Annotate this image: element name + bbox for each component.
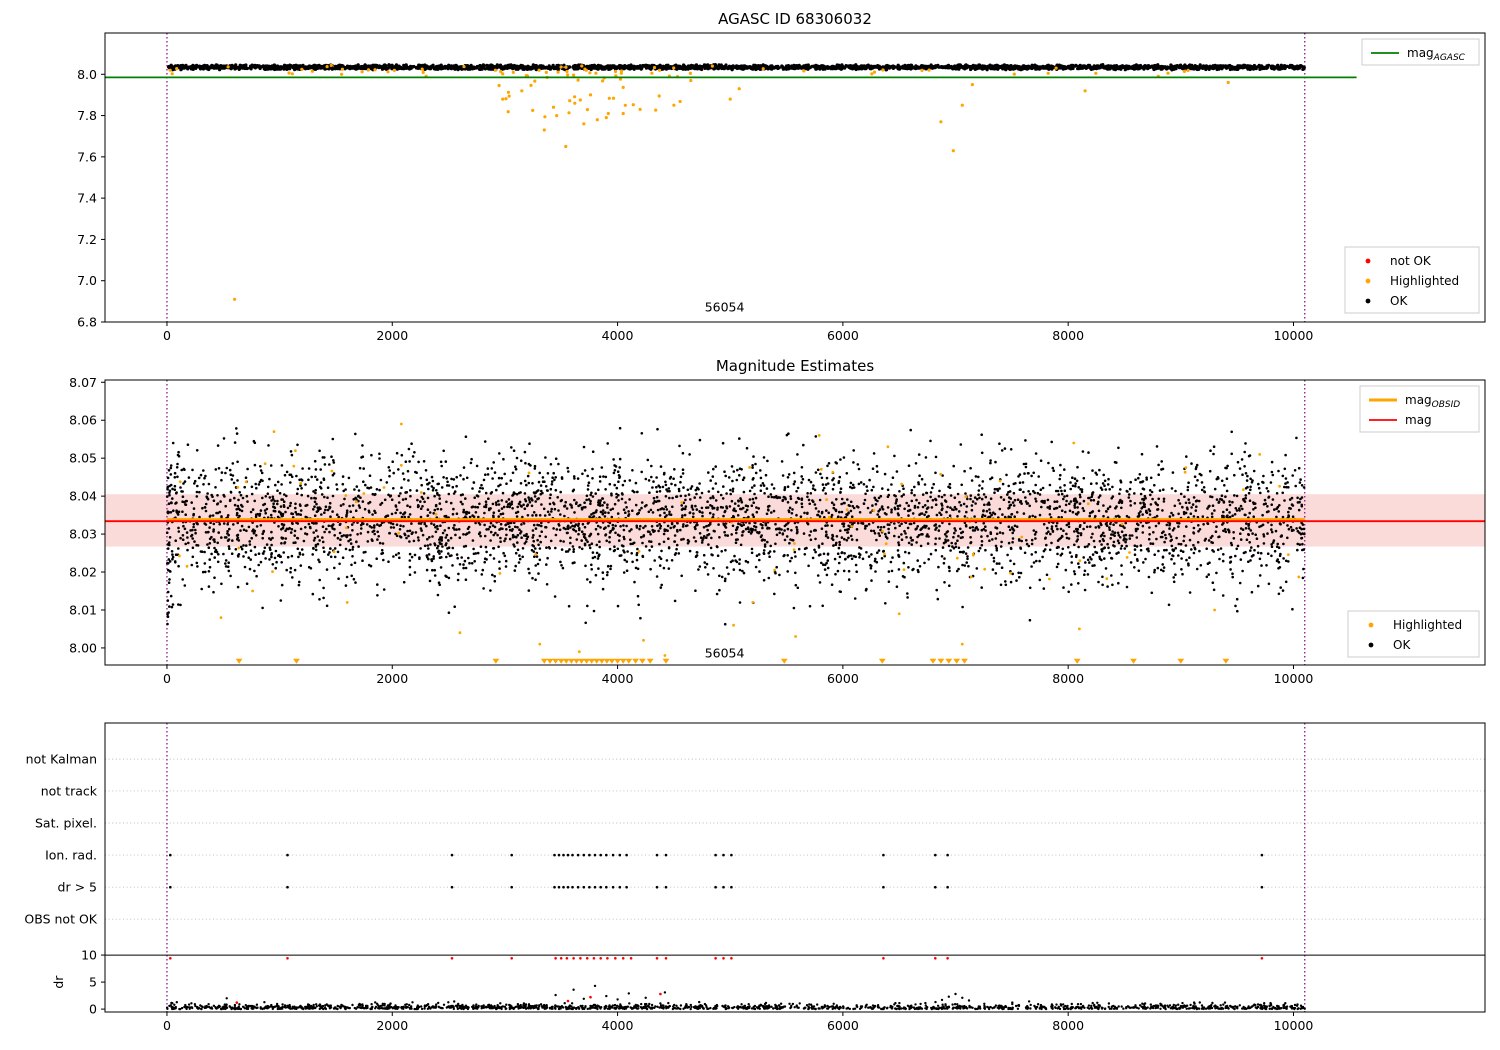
svg-text:8.02: 8.02	[69, 565, 97, 580]
svg-text:0: 0	[163, 328, 171, 343]
svg-text:8.04: 8.04	[69, 489, 97, 504]
svg-text:7.6: 7.6	[77, 149, 97, 164]
svg-text:Highlighted: Highlighted	[1393, 618, 1462, 632]
svg-text:OBS not OK: OBS not OK	[24, 912, 97, 927]
svg-text:OK: OK	[1393, 638, 1411, 652]
svg-text:56054: 56054	[705, 646, 745, 661]
svg-text:dr > 5: dr > 5	[58, 880, 97, 895]
svg-text:0: 0	[89, 1002, 97, 1017]
svg-text:10000: 10000	[1274, 328, 1314, 343]
svg-text:10: 10	[81, 948, 97, 963]
svg-text:8.0: 8.0	[77, 67, 97, 82]
svg-text:6000: 6000	[827, 1018, 859, 1033]
svg-text:0: 0	[163, 671, 171, 686]
svg-text:OK: OK	[1390, 294, 1408, 308]
svg-text:Highlighted: Highlighted	[1390, 274, 1459, 288]
svg-text:8.03: 8.03	[69, 527, 97, 542]
svg-text:4000: 4000	[602, 328, 634, 343]
svg-text:8.00: 8.00	[69, 640, 97, 655]
svg-text:5: 5	[89, 975, 97, 990]
svg-text:8000: 8000	[1052, 328, 1084, 343]
svg-text:8.01: 8.01	[69, 602, 97, 617]
svg-text:6000: 6000	[827, 328, 859, 343]
svg-text:8.05: 8.05	[69, 451, 97, 466]
svg-text:56054: 56054	[705, 300, 745, 315]
svg-text:10000: 10000	[1274, 671, 1314, 686]
svg-text:4000: 4000	[602, 1018, 634, 1033]
svg-text:6000: 6000	[827, 671, 859, 686]
svg-text:6.8: 6.8	[77, 315, 97, 330]
svg-text:not Kalman: not Kalman	[26, 752, 97, 767]
svg-text:8000: 8000	[1052, 671, 1084, 686]
top-plot: 56054 6.8 7.0 7.2 7.4 7.6 7.8 8.0 0 2000 4000 6000 8…	[77, 32, 1486, 343]
svg-text:not track: not track	[41, 783, 98, 798]
bottom-plot: not Kalman not track Sat. pixel. Ion. rad. d…	[24, 722, 1486, 1033]
svg-text:Sat. pixel.: Sat. pixel.	[35, 815, 97, 830]
svg-text:not OK: not OK	[1390, 254, 1432, 268]
svg-text:8.06: 8.06	[69, 413, 97, 428]
svg-text:Ion. rad.: Ion. rad.	[45, 848, 97, 863]
top-plot-title: AGASC ID 68306032	[718, 10, 872, 28]
svg-text:8.07: 8.07	[69, 375, 97, 390]
svg-text:mag: mag	[1405, 413, 1432, 427]
svg-text:0: 0	[163, 1018, 171, 1033]
svg-text:8000: 8000	[1052, 1018, 1084, 1033]
svg-text:7.8: 7.8	[77, 108, 97, 123]
svg-text:7.0: 7.0	[77, 273, 97, 288]
middle-plot: 56054 8.00 8.01 8.02 8.03 8.04 8.05 8.06 8.07 0 20…	[69, 375, 1486, 686]
svg-text:dr: dr	[51, 975, 66, 989]
svg-text:7.2: 7.2	[77, 232, 97, 247]
svg-text:4000: 4000	[602, 671, 634, 686]
svg-text:2000: 2000	[376, 328, 408, 343]
svg-text:2000: 2000	[376, 671, 408, 686]
svg-text:7.4: 7.4	[77, 191, 97, 206]
middle-plot-title: Magnitude Estimates	[716, 357, 874, 375]
svg-text:2000: 2000	[376, 1018, 408, 1033]
svg-text:10000: 10000	[1274, 1018, 1314, 1033]
